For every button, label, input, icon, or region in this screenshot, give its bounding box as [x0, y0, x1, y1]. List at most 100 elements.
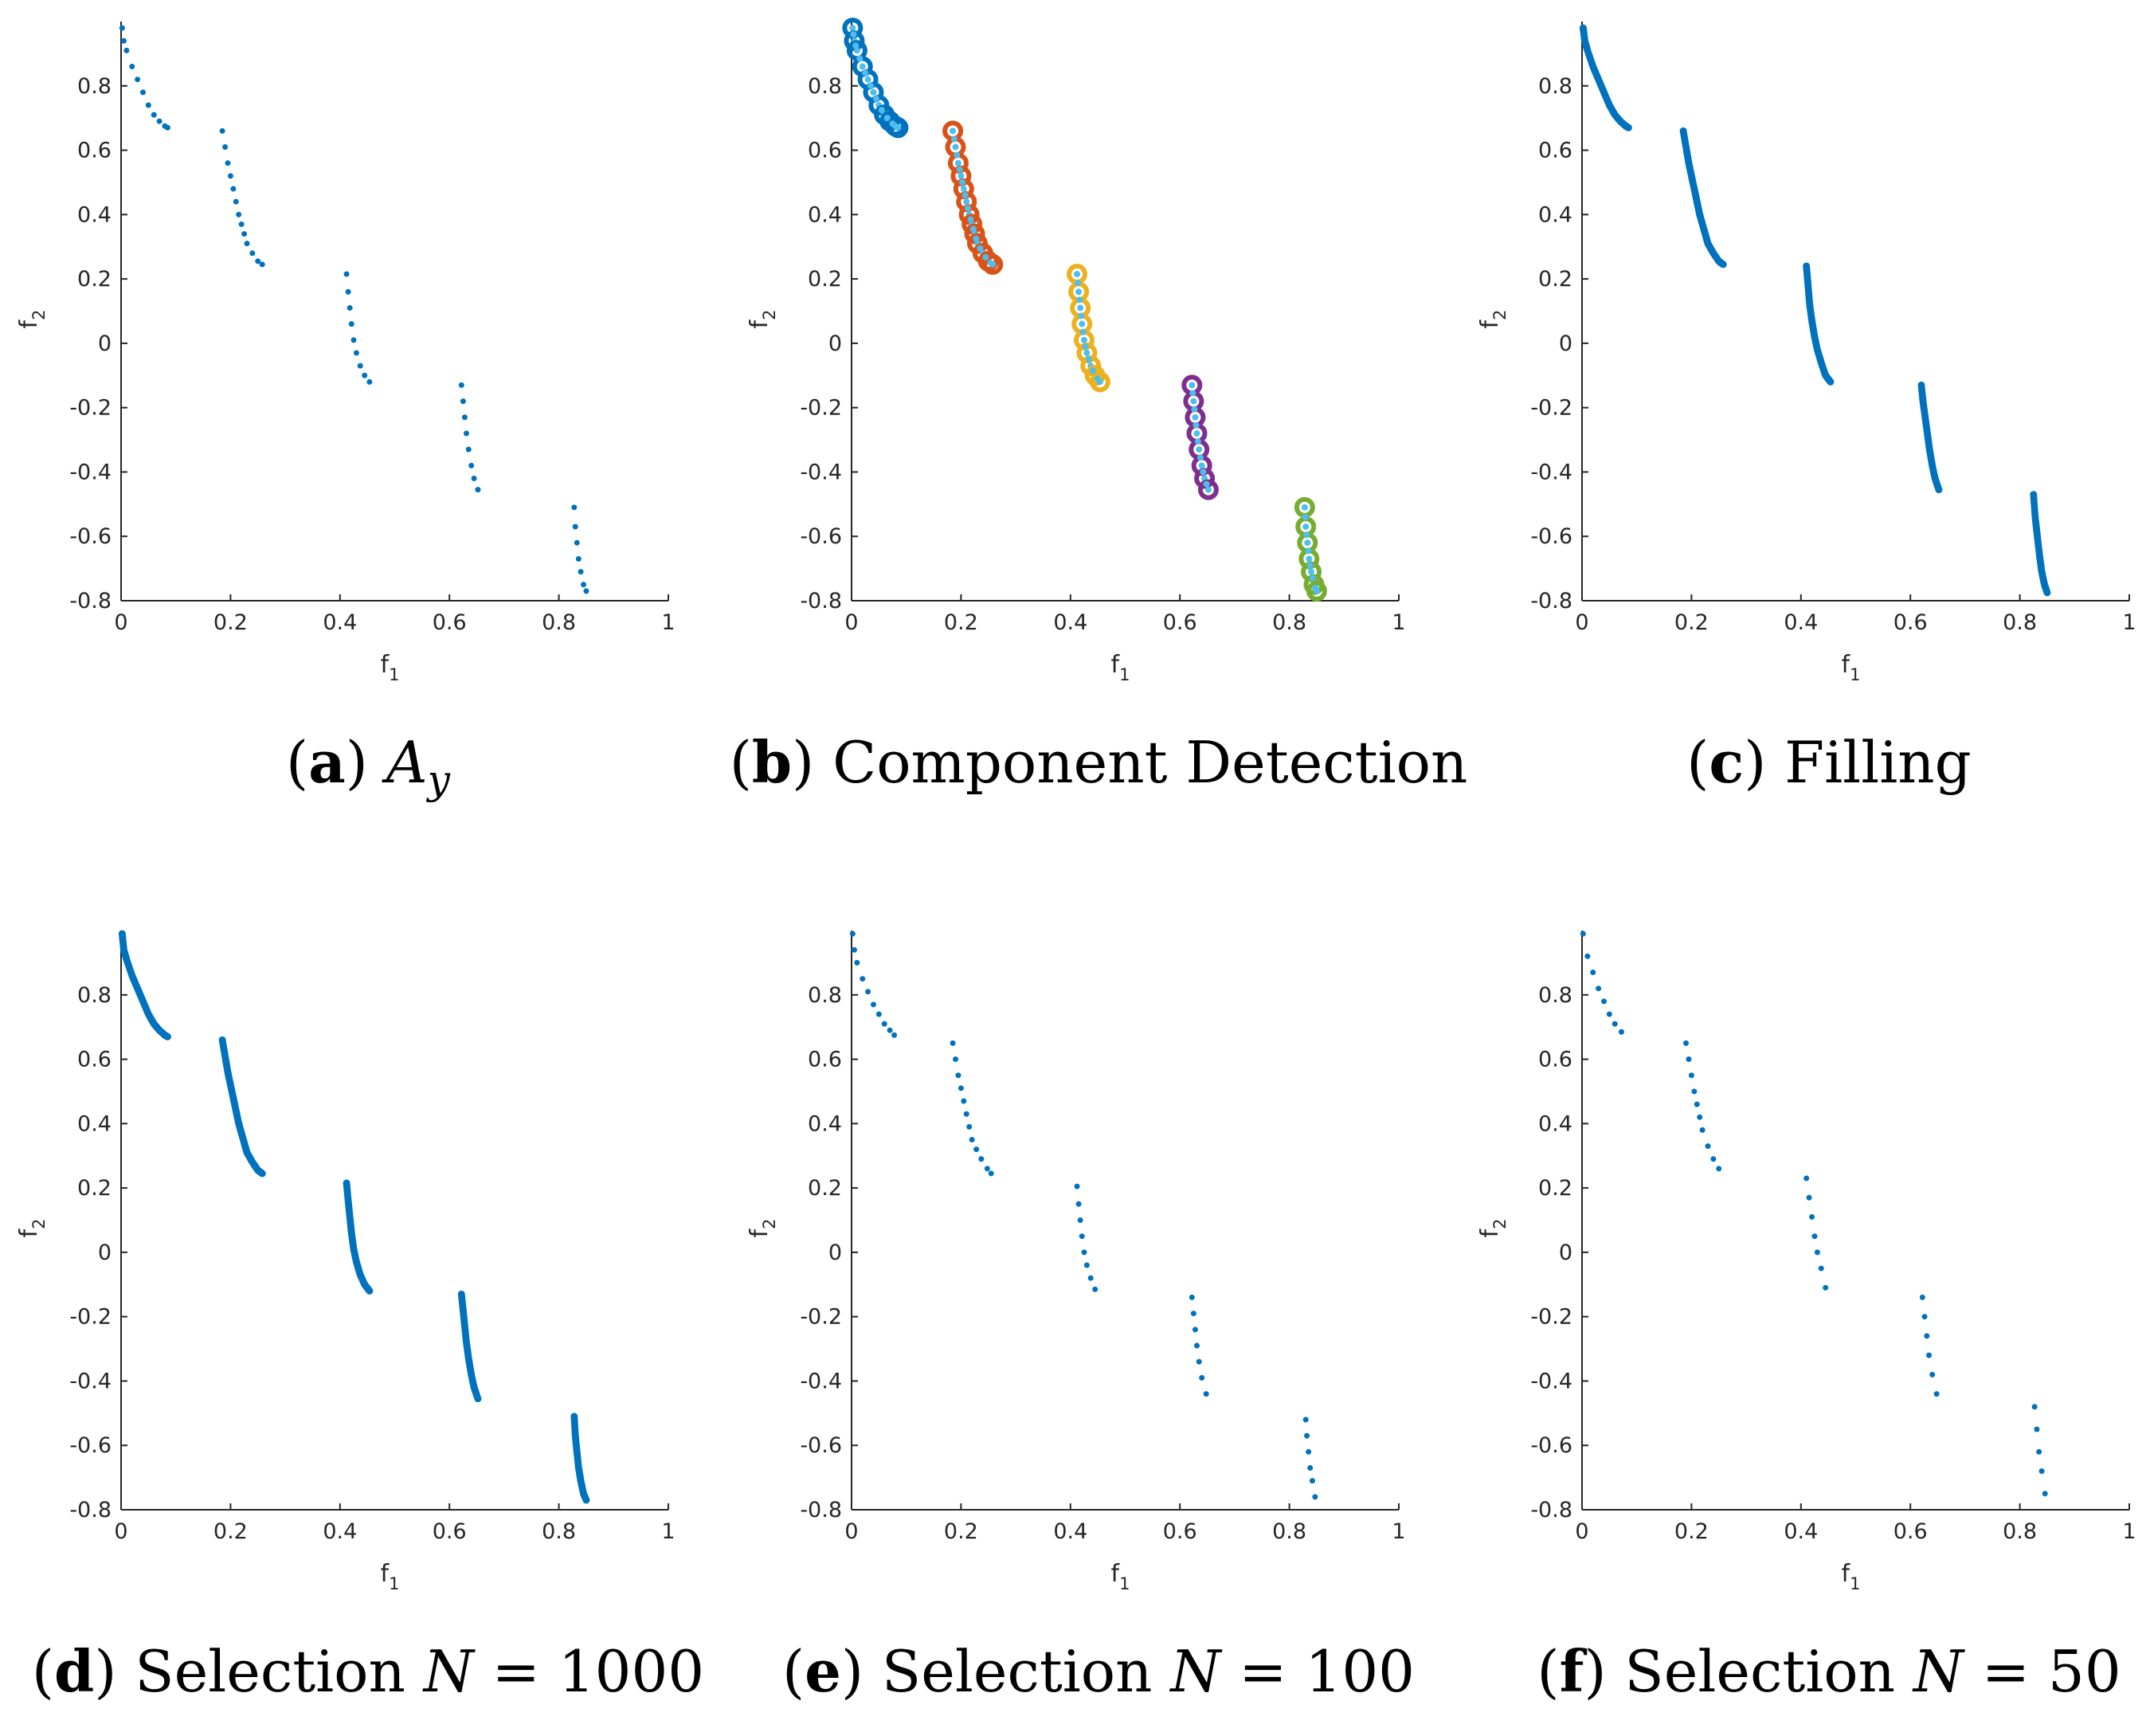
data-point: [1580, 931, 1586, 937]
data-point: [1686, 1056, 1692, 1063]
data-point: [475, 487, 481, 493]
data-point: [163, 1033, 171, 1040]
data-point: [1710, 1156, 1717, 1162]
data-point: [1929, 1371, 1936, 1377]
data-point: [964, 205, 971, 212]
x-tick-label: 0: [1575, 1519, 1588, 1544]
y-axis-label: f2: [1476, 1219, 1510, 1238]
data-point: [249, 250, 256, 257]
y-tick-label: -0.8: [69, 1498, 112, 1522]
data-point: [955, 1072, 961, 1079]
y-tick-label: -0.2: [69, 396, 112, 421]
data-point: [973, 235, 980, 242]
data-point: [343, 271, 350, 277]
data-point: [1075, 288, 1083, 296]
data-point: [1189, 1294, 1195, 1300]
data-point: [1312, 1494, 1318, 1500]
data-point: [860, 976, 866, 982]
data-point: [864, 76, 871, 83]
x-tick-label: 0.4: [323, 610, 357, 635]
data-points: [1579, 24, 2051, 597]
data-point: [1074, 1183, 1080, 1189]
data-point: [1190, 398, 1197, 405]
data-point: [227, 173, 233, 179]
data-point: [1699, 1127, 1706, 1133]
data-point: [241, 231, 248, 237]
data-point: [1935, 486, 1943, 494]
x-tick-label: 0.8: [542, 610, 576, 635]
data-point: [967, 216, 974, 223]
data-point: [1302, 523, 1310, 531]
data-point: [1683, 1040, 1690, 1046]
data-point: [1087, 1275, 1094, 1281]
data-point: [969, 225, 977, 233]
data-point: [2034, 1426, 2040, 1432]
data-point: [1304, 539, 1311, 547]
data-point: [950, 127, 957, 135]
y-tick-label: -0.2: [800, 1305, 842, 1330]
data-point: [366, 1287, 374, 1295]
data-point: [583, 588, 589, 594]
data-point: [225, 160, 231, 167]
data-point: [1196, 446, 1203, 453]
data-point: [222, 144, 229, 151]
data-point: [348, 321, 354, 327]
x-tick-label: 0.8: [2003, 1519, 2037, 1544]
data-point: [961, 1098, 967, 1104]
x-tick-label: 0.2: [944, 1519, 978, 1544]
data-point: [2038, 1468, 2045, 1475]
data-point: [881, 1021, 887, 1027]
x-tick-label: 0.8: [2003, 610, 2037, 635]
data-point: [1083, 350, 1091, 357]
data-point: [1077, 304, 1084, 312]
data-point: [351, 337, 357, 343]
y-tick-label: 0.6: [77, 139, 112, 163]
data-point-ring: [964, 223, 985, 245]
data-point: [1083, 1262, 1090, 1268]
y-tick-label: -0.4: [69, 1369, 112, 1393]
x-axis-label: f1: [1111, 651, 1130, 684]
data-point: [849, 25, 856, 32]
y-tick-label: 0.6: [1538, 1048, 1572, 1072]
data-point: [571, 504, 578, 511]
data-point: [988, 1170, 994, 1177]
y-tick-label: -0.4: [1530, 1369, 1572, 1393]
data-point: [1092, 1286, 1098, 1292]
data-point: [961, 192, 969, 199]
y-tick-label: 0.8: [77, 983, 112, 1008]
data-point: [963, 1111, 969, 1117]
y-tick-label: 0.6: [1538, 139, 1572, 163]
data-point: [1719, 261, 1727, 268]
data-point: [578, 569, 584, 575]
data-point: [129, 64, 135, 70]
data-point: [474, 1395, 482, 1403]
data-point: [1081, 1249, 1087, 1256]
data-points: [842, 18, 1327, 602]
data-point: [1827, 378, 1835, 386]
y-tick-label: -0.2: [1530, 396, 1572, 421]
data-point: [123, 47, 130, 53]
data-point: [258, 1170, 266, 1178]
y-tick-label: 0.8: [1538, 74, 1572, 99]
y-tick-label: -0.4: [1530, 460, 1572, 484]
data-point: [581, 582, 587, 588]
data-point: [362, 372, 368, 378]
data-point: [1190, 1311, 1196, 1317]
data-point: [1189, 390, 1196, 397]
data-point: [1082, 343, 1089, 350]
data-point: [2042, 1491, 2048, 1497]
data-point: [1697, 1114, 1703, 1120]
data-point: [1080, 336, 1087, 343]
data-point: [1189, 382, 1196, 389]
data-point-ring: [982, 253, 1004, 275]
data-point: [219, 127, 225, 134]
data-point: [963, 198, 970, 206]
x-tick-label: 0.6: [433, 610, 467, 635]
data-point: [574, 539, 580, 546]
data-point: [1618, 1029, 1624, 1035]
data-point: [1612, 1021, 1618, 1027]
y-tick-label: -0.6: [69, 1433, 112, 1458]
x-tick-label: 1: [661, 610, 675, 635]
data-points: [118, 930, 590, 1504]
data-point: [1301, 504, 1308, 511]
